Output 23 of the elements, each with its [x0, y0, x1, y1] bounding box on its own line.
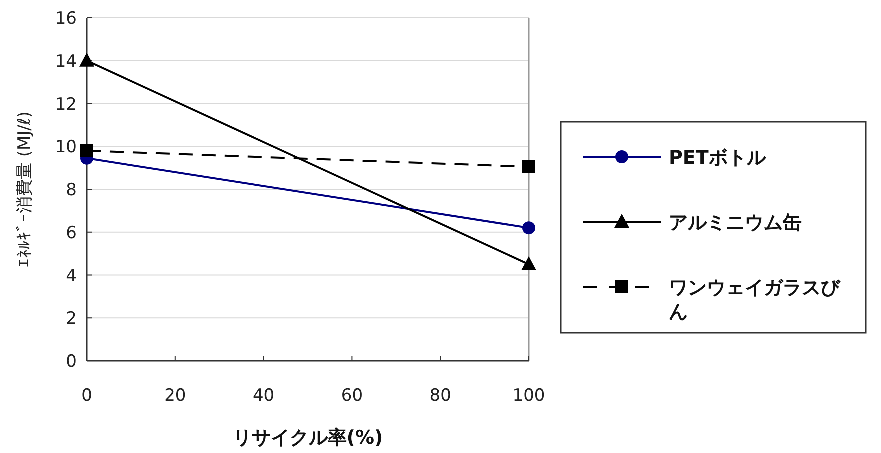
legend-label: アルミニウム缶: [669, 212, 802, 234]
y-tick-label: 8: [66, 180, 77, 200]
y-tick-label: 16: [55, 9, 77, 29]
y-tick-label: 10: [55, 138, 77, 158]
x-tick-label: 80: [430, 386, 452, 406]
legend-label: PETボトル: [669, 147, 767, 169]
legend-label: ワンウェイガラスびん: [669, 277, 841, 323]
x-tick-label: 100: [512, 386, 546, 406]
y-tick-label: 4: [66, 266, 77, 286]
point: [522, 222, 536, 235]
x-axis-title: リサイクル率(%): [232, 427, 384, 449]
x-tick-label: 0: [82, 386, 92, 406]
x-tick-label: 60: [341, 386, 364, 406]
y-tick-label: 2: [66, 309, 77, 330]
y-tick-label: 12: [55, 94, 77, 115]
point: [522, 160, 536, 174]
y-tick-label: 14: [55, 52, 77, 72]
x-tick-label: 20: [164, 386, 186, 406]
y-tick-label: 0: [66, 352, 77, 372]
y-axis-title: ｴﾈﾙｷﾞｰ消費量 (MJ/ℓ): [15, 111, 35, 268]
point: [80, 144, 94, 158]
x-tick-label: 40: [252, 386, 275, 406]
y-tick-label: 6: [66, 223, 77, 244]
